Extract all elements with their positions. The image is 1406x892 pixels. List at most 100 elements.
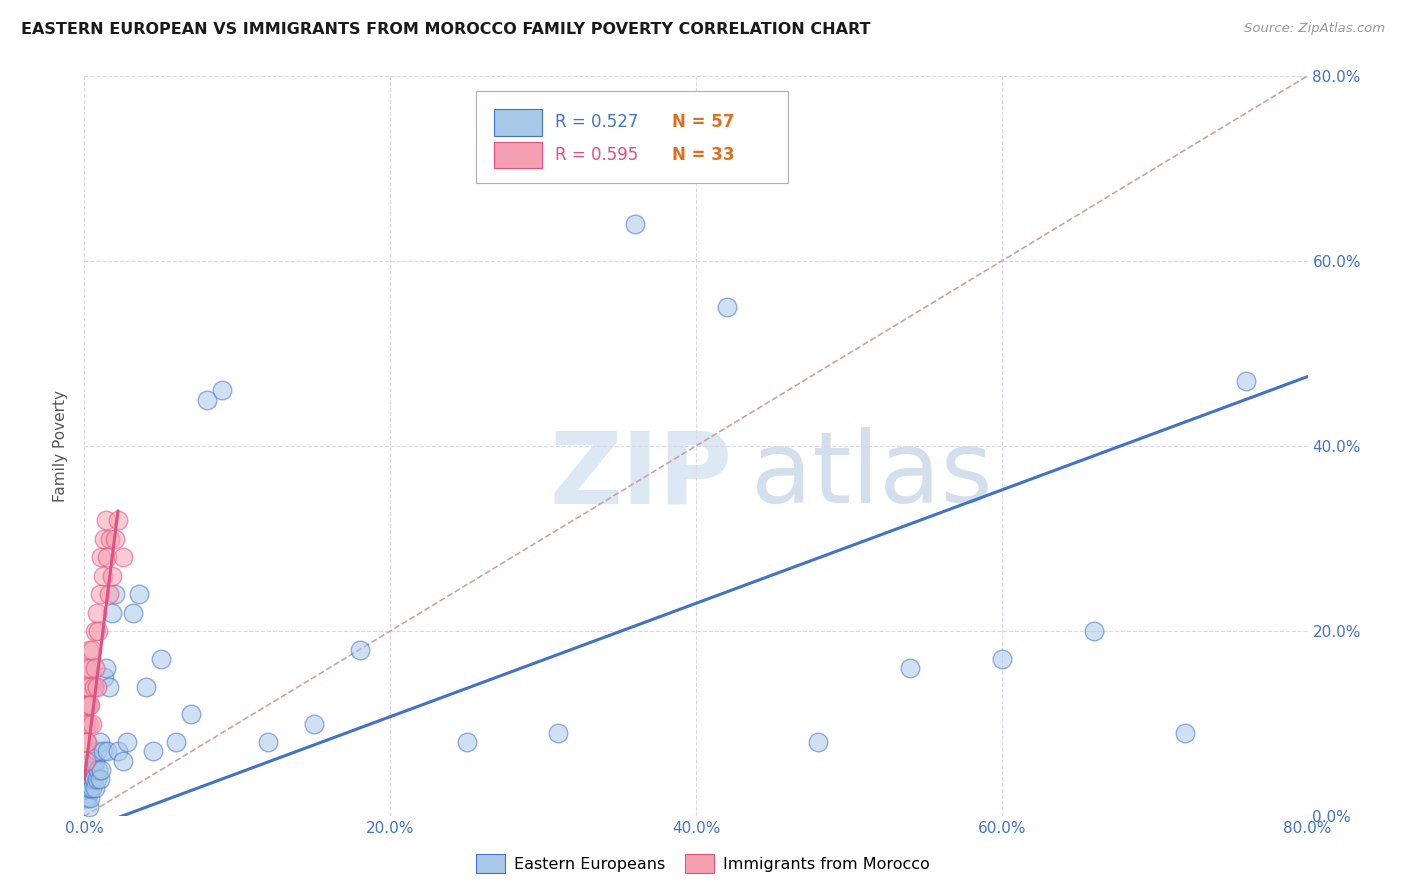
Point — [1236, 374, 1258, 388]
Point — [142, 744, 165, 758]
Point — [84, 624, 107, 639]
Point — [94, 513, 117, 527]
Point — [94, 661, 117, 675]
Point — [101, 568, 124, 582]
Text: atlas: atlas — [751, 427, 993, 524]
Point — [87, 624, 110, 639]
Text: R = 0.527: R = 0.527 — [555, 113, 638, 131]
Point — [111, 754, 134, 768]
Point — [91, 744, 114, 758]
Point — [76, 781, 98, 796]
Point — [111, 549, 134, 565]
Point — [86, 680, 108, 694]
Text: N = 57: N = 57 — [672, 113, 734, 131]
Point — [898, 661, 921, 675]
Point — [115, 735, 138, 749]
Text: Source: ZipAtlas.com: Source: ZipAtlas.com — [1244, 22, 1385, 36]
Point — [90, 549, 112, 565]
Point — [716, 300, 738, 314]
Point — [79, 781, 101, 796]
Point — [107, 513, 129, 527]
Point — [77, 772, 100, 787]
Point — [79, 661, 101, 675]
Point — [96, 549, 118, 565]
Point — [75, 716, 97, 731]
Point — [86, 744, 108, 758]
Point — [84, 661, 107, 675]
Point — [84, 754, 107, 768]
Point — [75, 790, 97, 805]
Point — [149, 652, 172, 666]
FancyBboxPatch shape — [494, 109, 541, 136]
Text: ZIP: ZIP — [550, 427, 733, 524]
Point — [98, 532, 121, 546]
FancyBboxPatch shape — [475, 91, 787, 183]
Point — [97, 680, 120, 694]
Point — [104, 587, 127, 601]
Point — [349, 642, 371, 657]
Point — [79, 763, 101, 777]
Point — [104, 532, 127, 546]
Point — [101, 606, 124, 620]
Point — [89, 735, 111, 749]
Point — [807, 735, 830, 749]
Point — [80, 754, 103, 768]
Point — [302, 716, 325, 731]
Point — [89, 772, 111, 787]
Point — [89, 587, 111, 601]
Point — [96, 744, 118, 758]
Point — [83, 763, 105, 777]
Point — [77, 763, 100, 777]
Point — [84, 781, 107, 796]
Point — [91, 568, 114, 582]
Point — [165, 735, 187, 749]
Point — [76, 790, 98, 805]
Point — [90, 763, 112, 777]
Point — [76, 680, 98, 694]
Point — [991, 652, 1014, 666]
Point — [77, 800, 100, 814]
Point — [76, 661, 98, 675]
Point — [76, 735, 98, 749]
Point — [77, 698, 100, 712]
Point — [122, 606, 145, 620]
Point — [180, 707, 202, 722]
Point — [1083, 624, 1105, 639]
Point — [83, 680, 105, 694]
Point — [1174, 726, 1197, 740]
Point — [83, 772, 105, 787]
Point — [77, 716, 100, 731]
Point — [79, 698, 101, 712]
Point — [211, 384, 233, 398]
Point — [76, 698, 98, 712]
Point — [77, 642, 100, 657]
Point — [80, 716, 103, 731]
Text: R = 0.595: R = 0.595 — [555, 146, 638, 164]
Point — [80, 642, 103, 657]
Point — [93, 532, 115, 546]
Text: EASTERN EUROPEAN VS IMMIGRANTS FROM MOROCCO FAMILY POVERTY CORRELATION CHART: EASTERN EUROPEAN VS IMMIGRANTS FROM MORO… — [21, 22, 870, 37]
Point — [547, 726, 569, 740]
Point — [87, 763, 110, 777]
Point — [97, 587, 120, 601]
Legend: Eastern Europeans, Immigrants from Morocco: Eastern Europeans, Immigrants from Moroc… — [470, 847, 936, 880]
Point — [135, 680, 157, 694]
Point — [456, 735, 478, 749]
Point — [77, 781, 100, 796]
Point — [75, 754, 97, 768]
Point — [257, 735, 280, 749]
Point — [80, 772, 103, 787]
Point — [107, 744, 129, 758]
Point — [77, 680, 100, 694]
Point — [624, 217, 647, 231]
Point — [195, 392, 218, 407]
Point — [80, 781, 103, 796]
Point — [79, 790, 101, 805]
Point — [128, 587, 150, 601]
Point — [86, 606, 108, 620]
Point — [86, 772, 108, 787]
Point — [93, 670, 115, 684]
FancyBboxPatch shape — [494, 142, 541, 169]
Text: N = 33: N = 33 — [672, 146, 734, 164]
Point — [75, 781, 97, 796]
